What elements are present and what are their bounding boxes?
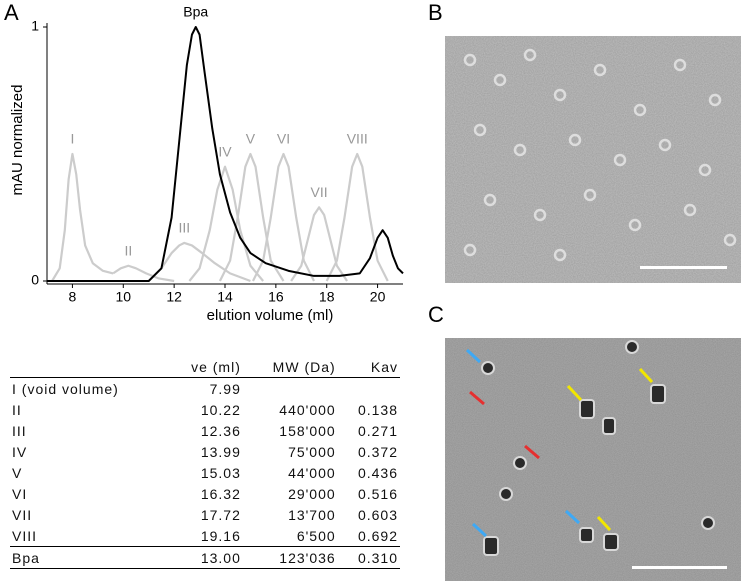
table-cell: 10.22	[200, 401, 241, 418]
table-cell: 44'000	[288, 464, 336, 481]
table-cell: 0.372	[357, 443, 398, 460]
table-cell: 440'000	[279, 401, 336, 418]
table-cell: 0.603	[357, 506, 398, 523]
header-row: ve (ml) MW (Da) Kav	[10, 356, 400, 378]
table-cell: 0.271	[357, 422, 398, 439]
header-cell	[10, 356, 167, 378]
table-cell: 15.03	[200, 464, 241, 481]
line	[218, 152, 285, 282]
line	[47, 26, 404, 282]
line	[251, 152, 315, 282]
table-row: V 15.03 44'000 0.436	[10, 462, 400, 483]
line	[188, 165, 264, 282]
peak-label: I	[70, 131, 74, 147]
table-cell: 0.692	[357, 527, 398, 544]
line	[325, 152, 389, 282]
panel-label: B	[428, 0, 443, 25]
table-cell: 123'036	[242, 546, 338, 569]
table-row: IV 13.99 75'000 0.372	[10, 441, 400, 462]
header-cell: MW (Da)	[242, 356, 338, 378]
x-tick-label: 12	[166, 289, 182, 305]
table-cell: 13.99	[200, 443, 241, 460]
x-tick-label: 20	[370, 289, 386, 305]
table-cell: VIII	[12, 527, 38, 544]
table: ve (ml) MW (Da) Kav I (void volume) 7.99 II 1…	[10, 356, 400, 569]
particles	[481, 340, 715, 556]
table-cell: VI	[12, 485, 28, 502]
table-cell: 6'500	[296, 527, 336, 544]
x-tick-label: 8	[69, 289, 77, 305]
table-row: VIII 19.16 6'500 0.692	[10, 525, 400, 547]
peak-label: Bpa	[183, 4, 208, 20]
table-cell: 0.516	[357, 485, 398, 502]
line	[112, 264, 175, 283]
micrograph-b	[445, 36, 741, 283]
table-cell: Bpa	[10, 546, 167, 569]
line	[290, 206, 348, 282]
y-axis-label: mAU normalized	[9, 85, 26, 196]
table-cell: VII	[12, 506, 33, 523]
line	[147, 241, 251, 283]
table-cell: 0.436	[357, 464, 398, 481]
table-row: III 12.36 158'000 0.271	[10, 420, 400, 441]
table-row: VI 16.32 29'000 0.516	[10, 483, 400, 504]
table-cell: 7.99	[209, 380, 241, 397]
panel-label: C	[428, 302, 444, 327]
table-row: Bpa 13.00 123'036 0.310	[10, 546, 400, 569]
image-texture	[445, 36, 741, 283]
peak-label: V	[246, 131, 256, 147]
particles	[463, 48, 737, 262]
panel-label: A	[4, 0, 19, 25]
table-cell: V	[12, 464, 23, 481]
x-tick-label: 16	[268, 289, 284, 305]
peak-label: IV	[218, 143, 232, 159]
table-cell: 29'000	[288, 485, 336, 502]
peak-label: VI	[277, 131, 290, 147]
line	[51, 152, 114, 282]
micrograph-c	[445, 338, 741, 581]
table-cell: 19.16	[200, 527, 241, 544]
table-cell: 13'700	[288, 506, 336, 523]
table-cell: II	[12, 401, 22, 418]
x-tick-label: 10	[115, 289, 131, 305]
table-row: VII 17.72 13'700 0.603	[10, 504, 400, 525]
header-cell: ve (ml)	[166, 356, 243, 378]
peak-label: VIII	[347, 131, 368, 147]
y-tick-label: 1	[31, 18, 39, 34]
table-cell: 17.72	[200, 506, 241, 523]
table-cell: 158'000	[279, 422, 336, 439]
table-cell: 13.00	[166, 546, 243, 569]
table-cell: 0.138	[357, 401, 398, 418]
table-cell: IV	[12, 443, 28, 460]
table-cell: 0.310	[337, 546, 400, 569]
table-cell: III	[12, 422, 27, 439]
peak-label: VII	[311, 184, 328, 200]
peak-label: III	[178, 220, 190, 236]
table-cell: 75'000	[288, 443, 336, 460]
x-axis-label: elution volume (ml)	[207, 307, 334, 324]
table-cell: 12.36	[200, 422, 241, 439]
table-row: II 10.22 440'000 0.138	[10, 399, 400, 420]
x-tick-label: 14	[217, 289, 233, 305]
table-row: I (void volume) 7.99	[10, 378, 400, 400]
table-cell: I (void volume)	[12, 380, 119, 397]
peak-label: II	[124, 242, 132, 258]
scale-bar	[632, 566, 727, 569]
header-cell: Kav	[337, 356, 400, 378]
arrows	[465, 348, 654, 538]
table-cell: 16.32	[200, 485, 241, 502]
scale-bar	[640, 266, 727, 269]
y-tick-label: 0	[31, 272, 39, 288]
x-tick-label: 18	[319, 289, 335, 305]
